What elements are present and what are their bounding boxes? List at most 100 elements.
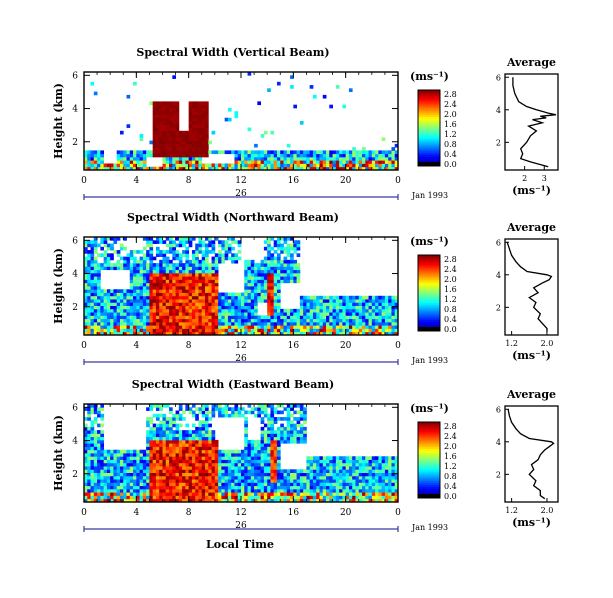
heatmap-cell <box>139 462 144 467</box>
heatmap-cell <box>237 482 242 487</box>
heatmap-cell <box>293 250 297 254</box>
x-tick-label: 0 <box>81 176 87 186</box>
heatmap-cell <box>149 101 154 106</box>
heatmap-cell <box>211 495 216 500</box>
heatmap-cell <box>205 328 209 333</box>
heatmap-cell <box>384 305 389 310</box>
heatmap-cell <box>165 137 170 141</box>
panel-1: Spectral Width (Vertical Beam)0 4 8 12 16 20 0… <box>52 46 559 200</box>
heatmap-cell <box>155 117 160 122</box>
heatmap-cell <box>352 482 356 487</box>
heatmap-cell <box>169 466 173 470</box>
heatmap-cell <box>205 407 209 411</box>
heatmap-cell <box>224 325 229 329</box>
heatmap-cell <box>339 302 343 306</box>
heatmap-cell <box>234 256 239 261</box>
heatmap-cell <box>263 492 268 496</box>
heatmap-cell <box>257 318 262 323</box>
heatmap-cell <box>201 250 206 254</box>
heatmap-cell <box>352 147 356 151</box>
heatmap-cell <box>103 292 108 297</box>
colorbar-unit: (ms⁻¹) <box>410 235 449 248</box>
heatmap-cell <box>358 156 363 161</box>
heatmap-cell <box>371 312 376 316</box>
heatmap-cell <box>368 488 373 493</box>
heatmap-cell <box>358 163 363 168</box>
heatmap-cell <box>241 305 245 310</box>
heatmap-cell <box>273 153 278 158</box>
heatmap-cell <box>188 137 193 141</box>
heatmap-cell <box>260 263 265 267</box>
heatmap-cell <box>97 423 101 428</box>
heatmap-cell <box>182 492 186 496</box>
heatmap-cell <box>195 295 199 300</box>
heatmap-cell <box>227 492 232 496</box>
heatmap-cell <box>191 253 196 257</box>
heatmap-cell <box>211 482 216 487</box>
heatmap-cell <box>191 439 196 444</box>
heatmap-cell <box>342 321 347 326</box>
colorbar-segment <box>418 137 440 140</box>
heatmap-cell <box>84 479 88 483</box>
heatmap-cell <box>339 456 343 460</box>
heatmap-cell <box>290 479 294 483</box>
heatmap-cell <box>142 160 147 164</box>
heatmap-cell <box>178 485 183 490</box>
heatmap-cell <box>205 140 209 145</box>
heatmap-cell <box>306 299 311 303</box>
heatmap-cell <box>312 472 317 477</box>
heatmap-cell <box>273 449 278 454</box>
heatmap-cell <box>388 472 392 477</box>
heatmap-cell <box>159 446 163 451</box>
heatmap-cell <box>309 315 314 320</box>
heatmap-cell <box>84 466 88 470</box>
heatmap-cell <box>221 453 226 457</box>
heatmap-cell <box>205 127 209 132</box>
heatmap-cell <box>283 498 288 503</box>
heatmap-cell <box>342 302 347 306</box>
heatmap-cell <box>165 321 170 326</box>
heatmap-cell <box>123 325 127 329</box>
heatmap-cell <box>198 147 203 151</box>
heatmap-cell <box>142 163 147 168</box>
heatmap-cell <box>273 272 278 277</box>
heatmap-cell <box>84 318 88 323</box>
heatmap-cell <box>241 160 245 164</box>
heatmap-cell <box>191 453 196 457</box>
heatmap-cell <box>139 286 144 290</box>
heatmap-cell <box>342 492 347 496</box>
heatmap-cell <box>126 295 131 300</box>
heatmap-cell <box>90 263 95 267</box>
heatmap-cell <box>155 137 160 141</box>
heatmap-cell <box>198 263 203 267</box>
heatmap-cell <box>254 305 258 310</box>
heatmap-cell <box>93 286 98 290</box>
heatmap-cell <box>116 263 121 267</box>
heatmap-cell <box>214 488 219 493</box>
heatmap-cell <box>348 488 353 493</box>
heatmap-cell <box>185 289 190 293</box>
heatmap-cell <box>175 101 180 106</box>
heatmap-cell <box>234 404 239 408</box>
heatmap-cell <box>129 279 134 284</box>
heatmap-cell <box>260 459 265 464</box>
heatmap-cell <box>221 413 226 418</box>
heatmap-cell <box>198 111 203 115</box>
heatmap-cell <box>250 446 255 451</box>
heatmap-cell <box>172 137 176 141</box>
heatmap-cell <box>87 253 91 257</box>
heatmap-cell <box>195 153 199 158</box>
heatmap-cell <box>335 302 340 306</box>
heatmap-cell <box>371 462 376 467</box>
heatmap-cell <box>329 462 333 467</box>
heatmap-cell <box>106 472 111 477</box>
heatmap-cell <box>270 266 275 271</box>
heatmap-cell <box>84 459 88 464</box>
heatmap-cell <box>93 308 98 313</box>
heatmap-cell <box>152 495 157 500</box>
heatmap-cell <box>159 495 163 500</box>
heatmap-cell <box>211 443 216 447</box>
heatmap-cell <box>191 462 196 467</box>
heatmap-cell <box>119 328 124 333</box>
heatmap-cell <box>254 153 258 158</box>
